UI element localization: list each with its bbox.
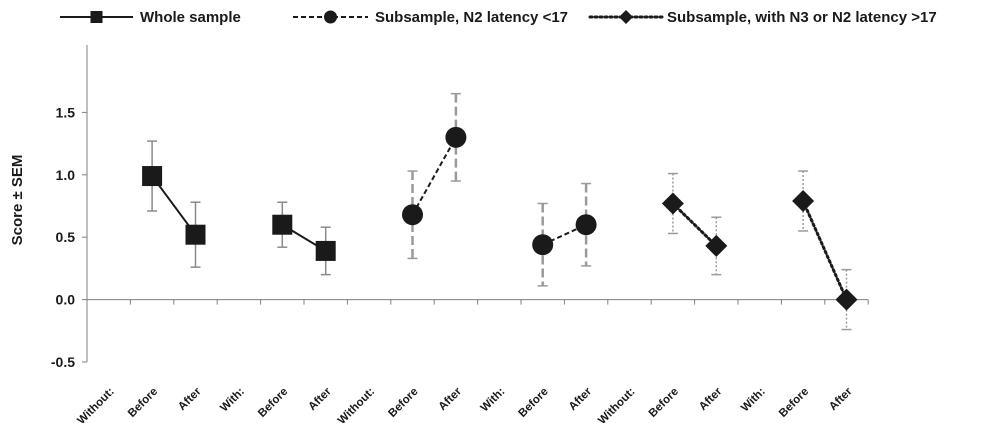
x-tick-label: With:: [739, 386, 768, 415]
y-axis-label: Score ± SEM: [9, 155, 26, 246]
data-point: [705, 234, 728, 257]
data-point: [445, 126, 467, 148]
data-point: [661, 192, 684, 215]
y-ticks: -0.5 0.0 0.5 1.0 1.5: [51, 104, 87, 370]
legend-label: Subsample, N2 latency <17: [375, 9, 568, 26]
legend: Whole sample Subsample, N2 latency <17 Sub…: [60, 9, 937, 26]
plot-area: [142, 92, 858, 331]
x-tick-label: After: [567, 385, 595, 413]
legend-item-2: Subsample, N2 latency <17: [293, 9, 568, 26]
legend-item-3: Subsample, with N3 or N2 latency >17: [588, 9, 937, 26]
y-tick-label: 0.0: [56, 292, 76, 308]
x-tick-label: After: [176, 385, 204, 413]
x-tick-label: Before: [126, 386, 160, 420]
x-tick-label: After: [437, 385, 465, 413]
y-tick-label: 1.0: [56, 167, 76, 183]
data-point: [185, 224, 206, 245]
legend-marker: [90, 11, 103, 23]
x-tick-label: Before: [256, 386, 290, 420]
x-tick-label: After: [827, 385, 855, 413]
x-tick-label: Without:: [336, 386, 377, 423]
data-point: [792, 190, 815, 213]
data-point: [532, 234, 554, 256]
x-tick-label: Before: [777, 386, 811, 420]
legend-label: Whole sample: [140, 9, 241, 26]
legend-item-1: Whole sample: [60, 9, 241, 26]
x-tick-label: With:: [479, 386, 508, 415]
data-point: [835, 288, 858, 311]
x-tick-label: With:: [218, 386, 247, 415]
legend-marker: [324, 10, 337, 24]
x-tick-label: Before: [647, 386, 681, 420]
x-ticks: Without: Before After With: Before After Witho…: [75, 299, 869, 423]
series-3: [661, 170, 858, 331]
data-point: [142, 166, 163, 187]
data-point: [315, 240, 336, 261]
x-tick-label: Without:: [596, 386, 637, 423]
series-line: [411, 136, 457, 216]
data-point: [402, 204, 423, 226]
axes: Score ± SEM: [9, 45, 869, 362]
legend-label: Subsample, with N3 or N2 latency >17: [667, 9, 937, 26]
y-tick-label: 1.5: [56, 104, 76, 120]
series-1: [142, 140, 336, 276]
x-tick-label: Before: [517, 386, 551, 420]
x-tick-label: After: [697, 385, 725, 413]
series-2: [402, 92, 597, 287]
data-point: [272, 214, 293, 235]
series-line: [801, 199, 848, 302]
data-point: [575, 214, 597, 236]
y-tick-label: 0.5: [56, 229, 76, 245]
legend-marker: [619, 10, 633, 24]
x-tick-label: Without:: [75, 386, 116, 423]
x-tick-label: After: [306, 385, 334, 413]
x-tick-label: Before: [386, 386, 420, 420]
y-tick-label: -0.5: [51, 354, 75, 370]
series-line: [671, 202, 718, 248]
